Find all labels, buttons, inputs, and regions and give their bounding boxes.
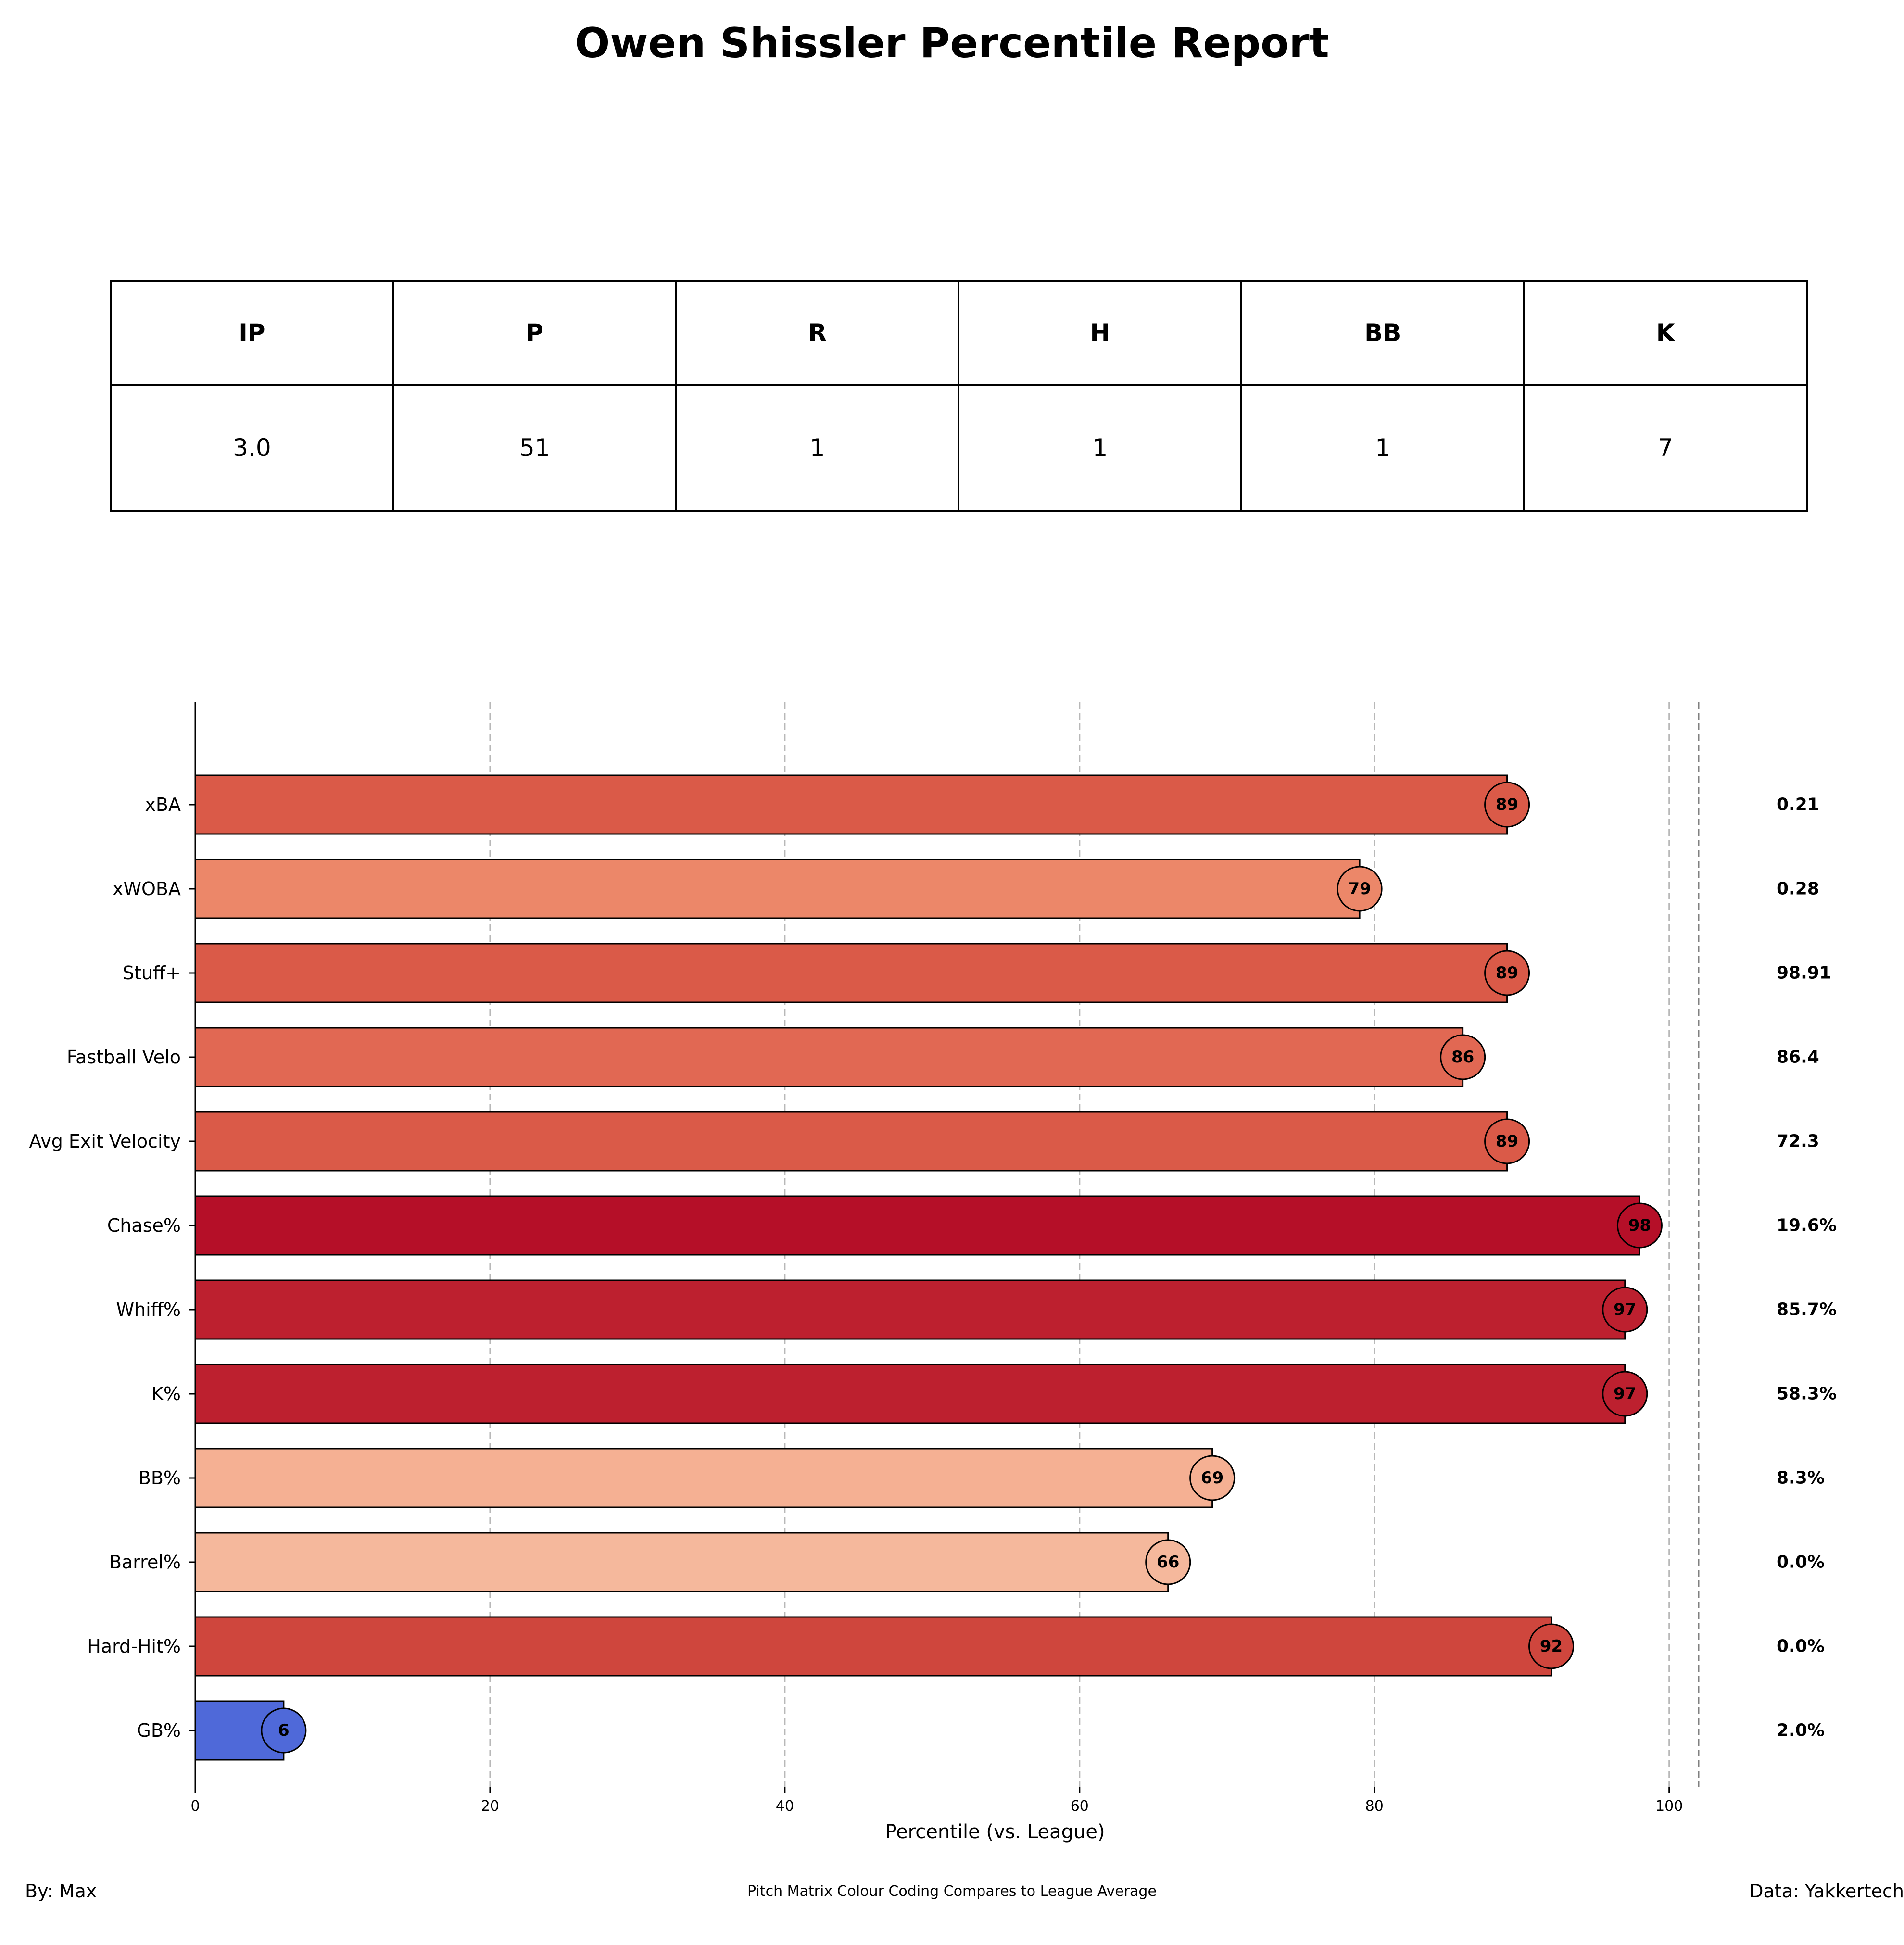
bar-value-marker (1337, 866, 1383, 912)
stats-header-cell: IP (110, 280, 394, 386)
footer-note: Pitch Matrix Colour Coding Compares to L… (747, 1883, 1157, 1900)
raw-value-label: 8.3% (1777, 1468, 1825, 1488)
stats-header-cell: R (675, 280, 960, 386)
y-tick-label: Barrel% (109, 1552, 181, 1573)
bar (194, 943, 1508, 1003)
raw-value-label: 72.3 (1777, 1132, 1819, 1151)
stats-table: IP P R H BB K 3.0 51 1 1 1 7 (110, 280, 1808, 512)
y-tick-label: xWOBA (113, 878, 181, 899)
y-tick-label: K% (151, 1383, 181, 1404)
page-title: Owen Shissler Percentile Report (575, 19, 1329, 67)
bar-value-marker (1602, 1371, 1648, 1417)
x-tick-label: 0 (190, 1798, 200, 1815)
raw-value-label: 98.91 (1777, 963, 1831, 983)
y-tick-label: GB% (137, 1720, 181, 1741)
x-tick-label: 40 (776, 1798, 794, 1815)
bar-value-marker (1484, 950, 1530, 996)
bar (194, 774, 1508, 835)
bar (194, 1195, 1640, 1256)
footer-source: Data: Yakkertech (1749, 1881, 1904, 1902)
bar-value-marker (261, 1707, 307, 1754)
bar-data-label: 69 (1201, 1468, 1223, 1488)
footer-author: By: Max (25, 1881, 97, 1902)
bar (194, 1111, 1508, 1172)
y-tick-label: Stuff+ (123, 962, 181, 984)
bar-value-marker (1484, 782, 1530, 828)
stats-value-cell: 1 (675, 384, 960, 512)
bar-data-label: 86 (1451, 1048, 1474, 1067)
stats-value-cell: 7 (1523, 384, 1808, 512)
bar-data-label: 97 (1614, 1384, 1636, 1403)
stats-value-cell: 1 (958, 384, 1243, 512)
bar-value-marker (1484, 1118, 1530, 1164)
stats-value-cell: 3.0 (110, 384, 394, 512)
raw-value-label: 58.3% (1777, 1384, 1837, 1404)
y-tick-label: Fastball Velo (67, 1047, 181, 1068)
raw-value-label: 0.28 (1777, 879, 1819, 899)
stats-header-row: IP P R H BB K (110, 280, 1808, 386)
bar-data-label: 89 (1496, 963, 1518, 983)
bar-value-marker (1440, 1034, 1486, 1080)
bar-data-label: 66 (1157, 1553, 1179, 1572)
x-tick-label: 80 (1365, 1798, 1384, 1815)
bar-data-label: 92 (1540, 1637, 1563, 1656)
raw-value-label: 2.0% (1777, 1721, 1825, 1741)
y-tick-label: Chase% (107, 1215, 181, 1236)
bar-data-label: 89 (1496, 795, 1518, 814)
bar (194, 1448, 1213, 1508)
x-tick-label: 20 (481, 1798, 499, 1815)
y-tick-label: BB% (139, 1467, 181, 1489)
bar-data-label: 97 (1614, 1300, 1636, 1319)
y-tick-label: Whiff% (116, 1299, 181, 1320)
bar (194, 859, 1361, 919)
bar-data-label: 6 (278, 1721, 290, 1740)
bar-value-marker (1528, 1623, 1575, 1669)
raw-value-label: 86.4 (1777, 1048, 1819, 1067)
bar (194, 1027, 1464, 1087)
stats-header-cell: K (1523, 280, 1808, 386)
x-tick-label: 100 (1655, 1798, 1683, 1815)
stats-value-cell: 1 (1240, 384, 1526, 512)
bar (194, 1616, 1552, 1677)
x-axis-label: Percentile (vs. League) (885, 1821, 1105, 1843)
y-tick-label: xBA (145, 794, 181, 815)
y-tick-label: Avg Exit Velocity (29, 1131, 181, 1152)
bar (194, 1364, 1626, 1424)
raw-value-label: 85.7% (1777, 1300, 1837, 1320)
raw-value-label: 19.6% (1777, 1216, 1837, 1236)
raw-value-label: 0.21 (1777, 795, 1819, 815)
bar-data-label: 89 (1496, 1132, 1518, 1151)
bar-value-marker (1616, 1202, 1663, 1249)
stats-value-row: 3.0 51 1 1 1 7 (110, 384, 1808, 512)
bar (194, 1279, 1626, 1340)
bar-data-label: 98 (1628, 1216, 1651, 1235)
bar-value-marker (1189, 1455, 1236, 1501)
stats-header-cell: P (392, 280, 677, 386)
x-tick-label: 60 (1071, 1798, 1089, 1815)
y-tick-label: Hard-Hit% (87, 1636, 181, 1657)
bar-data-label: 79 (1348, 879, 1371, 898)
raw-value-label: 0.0% (1777, 1637, 1825, 1656)
stats-value-cell: 51 (392, 384, 677, 512)
stats-header-cell: BB (1240, 280, 1526, 386)
bar-value-marker (1602, 1287, 1648, 1333)
raw-value-label: 0.0% (1777, 1553, 1825, 1572)
bar-value-marker (1145, 1539, 1191, 1585)
stats-header-cell: H (958, 280, 1243, 386)
bar (194, 1532, 1169, 1592)
